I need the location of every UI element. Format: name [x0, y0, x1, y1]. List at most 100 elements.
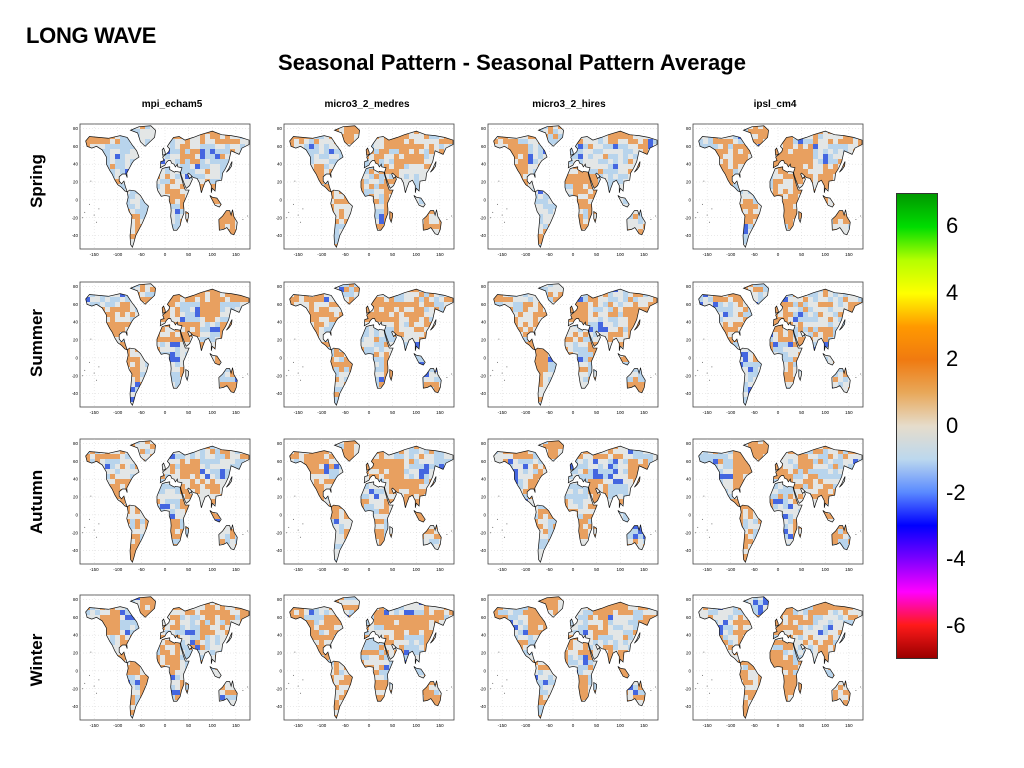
coastline [330, 347, 353, 406]
x-tick-label: 150 [640, 410, 648, 415]
long-wave-heading: LONG WAVE [26, 23, 157, 48]
x-tick-label: -100 [726, 567, 736, 572]
coastline [839, 161, 846, 173]
coastline [430, 319, 437, 331]
x-tick-label: 150 [232, 567, 240, 572]
y-tick-label: 80 [277, 126, 283, 131]
x-tick-label: 100 [616, 410, 624, 415]
y-tick-label: -20 [276, 373, 282, 378]
coastline [839, 476, 846, 488]
x-tick-label: 0 [572, 410, 575, 415]
coastline [567, 288, 658, 351]
y-tick-label: -20 [685, 215, 691, 220]
y-tick-label: 80 [73, 597, 79, 602]
coastline [185, 525, 189, 539]
x-tick-label: 150 [845, 410, 853, 415]
coastline [839, 632, 846, 644]
map-panel-winter-micro3_2_hires: 80 60 40 20 0 -20 -40 -150 -100 -50 0 50 100 150 [480, 593, 660, 731]
coastline [129, 596, 156, 618]
y-tick-label: 60 [481, 144, 487, 149]
x-tick-label: -50 [546, 567, 553, 572]
coastline [365, 618, 370, 627]
y-tick-label: 80 [277, 597, 283, 602]
coastline [389, 525, 393, 539]
y-tick-label: 80 [686, 284, 692, 289]
coastline [839, 319, 846, 331]
y-tick-label: -40 [276, 233, 282, 238]
colorbar-tick-label: 2 [946, 346, 959, 372]
y-tick-label: 60 [73, 144, 79, 149]
x-tick-label: 100 [208, 410, 216, 415]
y-tick-label: 40 [73, 477, 79, 482]
y-tick-label: 20 [73, 495, 79, 500]
column-label-model-4: ipsl_cm4 [753, 99, 797, 110]
x-tick-label: 100 [412, 723, 420, 728]
coastline [363, 130, 454, 193]
coastline [634, 632, 641, 644]
x-tick-label: 50 [390, 567, 396, 572]
y-tick-label: 0 [75, 197, 78, 202]
x-tick-label: 50 [186, 567, 192, 572]
x-tick-label: 0 [164, 410, 167, 415]
x-tick-label: 150 [640, 567, 648, 572]
map-panel-autumn-micro3_2_medres: 80 60 40 20 0 -20 -40 -150 -100 -50 0 50 100 150 [276, 437, 456, 575]
y-tick-label: 0 [688, 197, 691, 202]
coastline [493, 450, 548, 508]
x-tick-label: -100 [113, 567, 123, 572]
y-tick-label: 40 [277, 320, 283, 325]
y-tick-label: 60 [481, 615, 487, 620]
map-panel-spring-mpi_echam5: 80 60 40 20 0 -20 -40 -150 -100 -50 0 50 100 150 [72, 122, 252, 260]
y-tick-label: 20 [481, 495, 487, 500]
y-tick-label: -20 [276, 215, 282, 220]
coastline [85, 606, 140, 664]
y-tick-label: -20 [480, 686, 486, 691]
x-tick-label: -50 [342, 723, 349, 728]
y-tick-label: 20 [481, 338, 487, 343]
y-tick-label: -20 [480, 373, 486, 378]
row-label-season-2: Summer [27, 308, 46, 378]
y-tick-label: 40 [481, 320, 487, 325]
coastline [534, 660, 557, 719]
colorbar-tick-label: 6 [946, 213, 959, 239]
y-tick-label: 60 [277, 302, 283, 307]
coastline [617, 510, 630, 523]
coastline [831, 367, 851, 394]
x-tick-label: 0 [164, 252, 167, 257]
coastline [161, 305, 166, 314]
x-tick-label: 150 [436, 252, 444, 257]
x-tick-label: 50 [594, 410, 600, 415]
colorbar [896, 193, 938, 659]
y-tick-label: 60 [481, 302, 487, 307]
coastline [226, 319, 233, 331]
coastline [774, 147, 779, 156]
x-tick-label: -100 [317, 723, 327, 728]
x-tick-label: -150 [294, 723, 304, 728]
coastline [360, 637, 394, 702]
x-tick-label: 100 [412, 410, 420, 415]
x-tick-label: -50 [546, 252, 553, 257]
coastline [161, 618, 166, 627]
coastline [185, 681, 189, 695]
x-tick-label: 100 [412, 252, 420, 257]
x-tick-label: 50 [799, 723, 805, 728]
x-tick-label: 50 [390, 252, 396, 257]
coastline [739, 660, 762, 719]
coastline [537, 440, 564, 462]
x-tick-label: 0 [572, 723, 575, 728]
coastline [698, 293, 753, 351]
coastline [739, 189, 762, 248]
coastline [822, 195, 835, 208]
x-tick-label: 150 [436, 723, 444, 728]
row-label-season-3: Autumn [27, 469, 46, 535]
coastline [209, 510, 222, 523]
x-tick-label: -50 [546, 410, 553, 415]
map-panel-autumn-micro3_2_hires: 80 60 40 20 0 -20 -40 -150 -100 -50 0 50 100 150 [480, 437, 660, 575]
y-tick-label: 0 [75, 668, 78, 673]
column-label-model-3: micro3_2_hires [532, 99, 606, 110]
x-tick-label: -150 [90, 410, 100, 415]
coastline [626, 524, 646, 551]
y-tick-label: -40 [72, 233, 78, 238]
coastline [798, 681, 802, 695]
coastline [634, 319, 641, 331]
coastline [161, 147, 166, 156]
